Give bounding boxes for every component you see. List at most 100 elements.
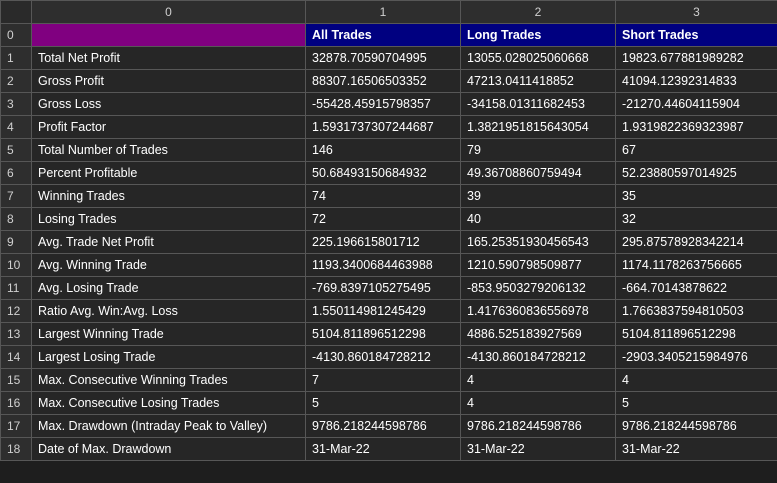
table-cell[interactable]: 9786.218244598786 (615, 414, 777, 438)
table-cell[interactable]: 32878.70590704995 (305, 46, 461, 70)
table-cell[interactable]: 1.5931737307244687 (305, 115, 461, 139)
table-cell[interactable]: Date of Max. Drawdown (31, 437, 306, 461)
table-cell[interactable]: 74 (305, 184, 461, 208)
table-cell[interactable]: 31-Mar-22 (305, 437, 461, 461)
table-cell[interactable]: -55428.45915798357 (305, 92, 461, 116)
table-cell[interactable]: 13055.028025060668 (460, 46, 616, 70)
table-cell[interactable]: 32 (615, 207, 777, 231)
row-index[interactable]: 14 (0, 345, 32, 369)
table-cell[interactable]: 1.7663837594810503 (615, 299, 777, 323)
row-index[interactable]: 0 (0, 23, 32, 47)
table-cell[interactable]: Largest Losing Trade (31, 345, 306, 369)
table-cell[interactable]: 88307.16506503352 (305, 69, 461, 93)
table-cell[interactable]: Gross Profit (31, 69, 306, 93)
table-cell[interactable]: 52.23880597014925 (615, 161, 777, 185)
table-cell[interactable]: Profit Factor (31, 115, 306, 139)
table-cell[interactable]: 79 (460, 138, 616, 162)
table-cell[interactable]: 72 (305, 207, 461, 231)
table-cell[interactable]: Total Number of Trades (31, 138, 306, 162)
table-cell[interactable]: 5104.811896512298 (305, 322, 461, 346)
table-cell[interactable]: Percent Profitable (31, 161, 306, 185)
row-index[interactable]: 8 (0, 207, 32, 231)
row-index[interactable]: 18 (0, 437, 32, 461)
table-cell[interactable]: 4 (615, 368, 777, 392)
row-index[interactable]: 16 (0, 391, 32, 415)
table-cell[interactable] (31, 23, 306, 47)
table-cell[interactable]: 67 (615, 138, 777, 162)
table-cell[interactable]: Max. Drawdown (Intraday Peak to Valley) (31, 414, 306, 438)
table-cell[interactable]: 40 (460, 207, 616, 231)
table-cell[interactable]: 1193.3400684463988 (305, 253, 461, 277)
table-cell[interactable]: All Trades (305, 23, 461, 47)
table-cell[interactable]: 225.196615801712 (305, 230, 461, 254)
row-index[interactable]: 5 (0, 138, 32, 162)
table-cell[interactable]: -4130.860184728212 (305, 345, 461, 369)
column-header-0[interactable]: 0 (31, 0, 306, 24)
table-cell[interactable]: Gross Loss (31, 92, 306, 116)
corner-cell[interactable] (0, 0, 32, 24)
row-index[interactable]: 6 (0, 161, 32, 185)
row-index[interactable]: 2 (0, 69, 32, 93)
table-cell[interactable]: 31-Mar-22 (460, 437, 616, 461)
table-cell[interactable]: -664.70143878622 (615, 276, 777, 300)
table-cell[interactable]: 5 (305, 391, 461, 415)
row-index[interactable]: 7 (0, 184, 32, 208)
table-cell[interactable]: 165.25351930456543 (460, 230, 616, 254)
table-cell[interactable]: -769.8397105275495 (305, 276, 461, 300)
column-header-3[interactable]: 3 (615, 0, 777, 24)
row-index[interactable]: 3 (0, 92, 32, 116)
table-cell[interactable]: 19823.677881989282 (615, 46, 777, 70)
table-cell[interactable]: 1.9319822369323987 (615, 115, 777, 139)
table-cell[interactable]: -34158.01311682453 (460, 92, 616, 116)
table-cell[interactable]: Winning Trades (31, 184, 306, 208)
row-index[interactable]: 1 (0, 46, 32, 70)
row-index[interactable]: 4 (0, 115, 32, 139)
table-cell[interactable]: Ratio Avg. Win:Avg. Loss (31, 299, 306, 323)
table-cell[interactable]: 47213.0411418852 (460, 69, 616, 93)
table-cell[interactable]: 9786.218244598786 (460, 414, 616, 438)
table-cell[interactable]: -853.9503279206132 (460, 276, 616, 300)
row-index[interactable]: 13 (0, 322, 32, 346)
table-cell[interactable]: Avg. Trade Net Profit (31, 230, 306, 254)
table-cell[interactable]: 31-Mar-22 (615, 437, 777, 461)
table-cell[interactable]: -2903.3405215984976 (615, 345, 777, 369)
table-cell[interactable]: Losing Trades (31, 207, 306, 231)
table-cell[interactable]: 146 (305, 138, 461, 162)
table-cell[interactable]: Largest Winning Trade (31, 322, 306, 346)
row-index[interactable]: 12 (0, 299, 32, 323)
table-cell[interactable]: -21270.44604115904 (615, 92, 777, 116)
column-header-2[interactable]: 2 (460, 0, 616, 24)
table-cell[interactable]: -4130.860184728212 (460, 345, 616, 369)
table-cell[interactable]: 4 (460, 368, 616, 392)
table-cell[interactable]: Avg. Losing Trade (31, 276, 306, 300)
table-cell[interactable]: 9786.218244598786 (305, 414, 461, 438)
table-cell[interactable]: 41094.12392314833 (615, 69, 777, 93)
table-cell[interactable]: 49.36708860759494 (460, 161, 616, 185)
table-cell[interactable]: Max. Consecutive Winning Trades (31, 368, 306, 392)
table-cell[interactable]: Total Net Profit (31, 46, 306, 70)
table-cell[interactable]: Avg. Winning Trade (31, 253, 306, 277)
column-header-1[interactable]: 1 (305, 0, 461, 24)
table-cell[interactable]: 295.87578928342214 (615, 230, 777, 254)
table-cell[interactable]: 7 (305, 368, 461, 392)
table-cell[interactable]: 4 (460, 391, 616, 415)
row-index[interactable]: 10 (0, 253, 32, 277)
table-cell[interactable]: 39 (460, 184, 616, 208)
table-cell[interactable]: 1.4176360836556978 (460, 299, 616, 323)
table-cell[interactable]: 1210.590798509877 (460, 253, 616, 277)
row-index[interactable]: 11 (0, 276, 32, 300)
table-cell[interactable]: 1.550114981245429 (305, 299, 461, 323)
row-index[interactable]: 15 (0, 368, 32, 392)
table-cell[interactable]: 5104.811896512298 (615, 322, 777, 346)
table-cell[interactable]: 1174.1178263756665 (615, 253, 777, 277)
table-cell[interactable]: Short Trades (615, 23, 777, 47)
table-cell[interactable]: 1.3821951815643054 (460, 115, 616, 139)
table-cell[interactable]: 5 (615, 391, 777, 415)
table-cell[interactable]: 4886.525183927569 (460, 322, 616, 346)
table-cell[interactable]: 35 (615, 184, 777, 208)
table-cell[interactable]: Long Trades (460, 23, 616, 47)
row-index[interactable]: 17 (0, 414, 32, 438)
row-index[interactable]: 9 (0, 230, 32, 254)
table-cell[interactable]: 50.68493150684932 (305, 161, 461, 185)
table-cell[interactable]: Max. Consecutive Losing Trades (31, 391, 306, 415)
